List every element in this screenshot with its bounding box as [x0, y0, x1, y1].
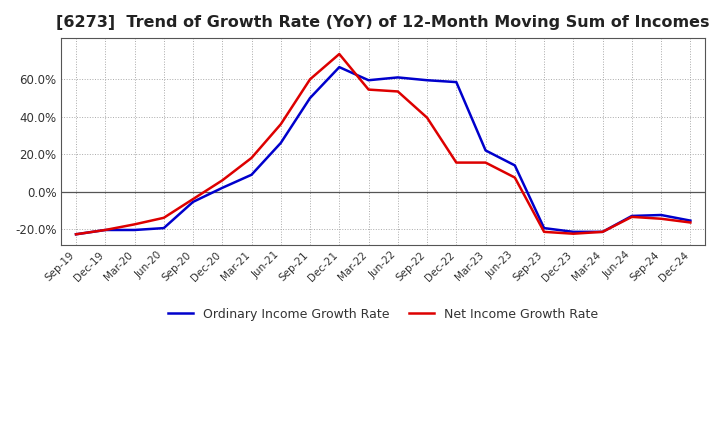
- Net Income Growth Rate: [452, 160, 461, 165]
- Net Income Growth Rate: [306, 77, 315, 82]
- Ordinary Income Growth Rate: [569, 229, 577, 235]
- Ordinary Income Growth Rate: [540, 225, 549, 231]
- Ordinary Income Growth Rate: [423, 77, 431, 83]
- Ordinary Income Growth Rate: [218, 185, 227, 191]
- Ordinary Income Growth Rate: [101, 227, 109, 233]
- Line: Net Income Growth Rate: Net Income Growth Rate: [76, 54, 690, 234]
- Ordinary Income Growth Rate: [247, 172, 256, 177]
- Ordinary Income Growth Rate: [481, 148, 490, 153]
- Line: Ordinary Income Growth Rate: Ordinary Income Growth Rate: [76, 67, 690, 234]
- Net Income Growth Rate: [481, 160, 490, 165]
- Title: [6273]  Trend of Growth Rate (YoY) of 12-Month Moving Sum of Incomes: [6273] Trend of Growth Rate (YoY) of 12-…: [56, 15, 710, 30]
- Net Income Growth Rate: [130, 222, 139, 227]
- Net Income Growth Rate: [364, 87, 373, 92]
- Ordinary Income Growth Rate: [306, 95, 315, 101]
- Net Income Growth Rate: [335, 51, 343, 57]
- Net Income Growth Rate: [394, 89, 402, 94]
- Net Income Growth Rate: [159, 215, 168, 220]
- Net Income Growth Rate: [247, 155, 256, 161]
- Net Income Growth Rate: [72, 231, 81, 237]
- Net Income Growth Rate: [189, 196, 197, 202]
- Ordinary Income Growth Rate: [598, 229, 607, 235]
- Ordinary Income Growth Rate: [394, 75, 402, 80]
- Ordinary Income Growth Rate: [276, 140, 285, 146]
- Net Income Growth Rate: [598, 229, 607, 235]
- Net Income Growth Rate: [686, 220, 695, 225]
- Net Income Growth Rate: [628, 214, 636, 220]
- Net Income Growth Rate: [276, 121, 285, 127]
- Ordinary Income Growth Rate: [628, 213, 636, 219]
- Ordinary Income Growth Rate: [686, 218, 695, 223]
- Net Income Growth Rate: [657, 216, 665, 221]
- Net Income Growth Rate: [101, 227, 109, 233]
- Ordinary Income Growth Rate: [335, 65, 343, 70]
- Legend: Ordinary Income Growth Rate, Net Income Growth Rate: Ordinary Income Growth Rate, Net Income …: [163, 303, 603, 326]
- Ordinary Income Growth Rate: [159, 225, 168, 231]
- Ordinary Income Growth Rate: [189, 199, 197, 205]
- Ordinary Income Growth Rate: [510, 163, 519, 168]
- Ordinary Income Growth Rate: [364, 77, 373, 83]
- Net Income Growth Rate: [569, 231, 577, 236]
- Net Income Growth Rate: [510, 175, 519, 180]
- Net Income Growth Rate: [423, 115, 431, 120]
- Net Income Growth Rate: [540, 229, 549, 235]
- Ordinary Income Growth Rate: [657, 213, 665, 218]
- Net Income Growth Rate: [218, 178, 227, 183]
- Ordinary Income Growth Rate: [72, 231, 81, 237]
- Ordinary Income Growth Rate: [452, 80, 461, 85]
- Ordinary Income Growth Rate: [130, 227, 139, 233]
